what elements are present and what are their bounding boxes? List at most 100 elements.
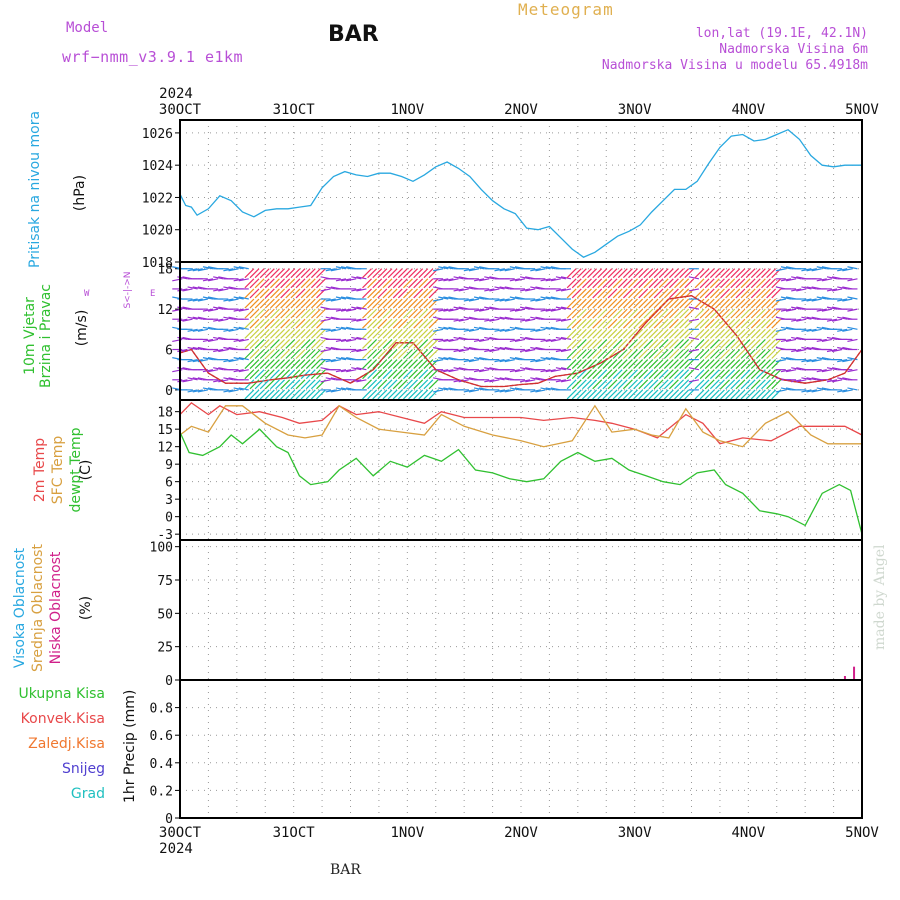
wind-barb <box>443 266 454 270</box>
wind-barb <box>576 389 587 400</box>
wind-barb <box>617 268 628 279</box>
wind-barb <box>372 268 383 279</box>
wind-barb <box>473 278 485 282</box>
wind-barb <box>382 318 393 329</box>
wind-barb <box>715 288 725 299</box>
wind-barb <box>617 338 628 349</box>
wind-barb <box>453 276 464 280</box>
wind-barb <box>443 278 454 282</box>
wind-barb <box>254 328 265 339</box>
wind-barb <box>555 288 567 292</box>
wind-barb <box>715 338 725 349</box>
wind-barb <box>387 278 398 289</box>
wind-barb <box>275 298 285 309</box>
wind-barb <box>576 379 587 390</box>
wind-barb <box>300 278 311 289</box>
wind-barb <box>709 308 720 319</box>
wind-barb <box>280 369 291 380</box>
wind-barb <box>202 338 214 343</box>
wind-barb <box>617 379 628 390</box>
wind-barb <box>295 359 306 370</box>
wind-barb <box>550 278 561 282</box>
wind-barb <box>555 367 567 371</box>
wind-barb <box>207 278 219 282</box>
precip-snow-label: Snijeg <box>61 761 105 777</box>
wind-barb <box>382 298 393 309</box>
wind-barb <box>423 278 434 289</box>
wind-barb <box>367 308 378 319</box>
wind-barb <box>285 268 296 279</box>
wind-barb <box>202 266 214 270</box>
wind-barb <box>499 346 510 351</box>
wind-barb <box>791 318 802 322</box>
wind-barb <box>653 268 664 279</box>
wind-barb <box>669 278 679 289</box>
wind-barb <box>847 369 858 373</box>
wind-barb <box>382 359 393 370</box>
wind-barb <box>653 308 664 319</box>
wind-barb <box>362 308 372 319</box>
wind-barb <box>674 318 684 329</box>
wind-barb <box>473 296 485 300</box>
wind-barb <box>535 298 546 302</box>
wind-barb <box>566 288 577 299</box>
wind-barb <box>735 288 746 299</box>
wind-barb <box>202 278 214 282</box>
wind-barb <box>735 278 746 289</box>
wind-barb <box>423 308 434 319</box>
wind-barb <box>669 298 679 309</box>
wind-barb <box>653 338 664 349</box>
wind-barb <box>453 367 464 371</box>
wind-barb <box>761 338 771 349</box>
wind-barb <box>290 298 301 309</box>
wind-barb <box>704 328 715 339</box>
wind-barb <box>842 389 853 393</box>
wind-barb <box>310 318 321 329</box>
wind-barb <box>392 278 403 289</box>
wind-barb <box>785 278 797 282</box>
wind-barb <box>259 338 270 349</box>
wind-barb <box>669 389 679 400</box>
wind-barb <box>791 367 802 371</box>
wind-barb <box>473 338 485 343</box>
wind-barb <box>463 328 474 332</box>
wind-barb <box>418 308 429 319</box>
wind-barb <box>305 349 316 359</box>
wind-barb <box>254 379 265 390</box>
wind-barb <box>780 338 792 343</box>
wind-barb <box>831 288 843 292</box>
wind-barb <box>801 377 812 381</box>
wind-barb <box>443 369 454 373</box>
wind-barb <box>720 338 731 349</box>
wind-barb <box>392 379 403 390</box>
wind-barb <box>555 379 567 383</box>
wind-barb <box>750 268 761 279</box>
wind-barb <box>663 298 674 309</box>
wind-barb <box>192 316 203 320</box>
wind-barb <box>821 308 832 312</box>
wind-barb <box>709 338 720 349</box>
wind-barb <box>484 379 495 383</box>
wind-barb <box>387 318 398 329</box>
wind-barb <box>540 326 551 330</box>
wind-barb <box>592 389 603 400</box>
wind-barb <box>413 298 424 309</box>
wind-barb <box>704 278 715 289</box>
wind-barb <box>244 308 255 319</box>
wind-barb <box>233 369 244 373</box>
wind-barb <box>392 298 403 309</box>
wind-barb <box>367 298 378 309</box>
wind-barb <box>443 387 454 391</box>
wind-barb <box>745 389 756 400</box>
wind-barb <box>494 268 505 272</box>
wind-barb <box>367 369 378 380</box>
wind-barb <box>489 379 500 383</box>
wind-barb <box>489 348 500 353</box>
wind-barb <box>796 318 807 322</box>
wind-barb <box>688 306 700 310</box>
wind-barb <box>740 298 751 309</box>
wind-barb <box>423 328 434 339</box>
wind-barb <box>494 298 505 302</box>
wind-barb <box>249 349 260 359</box>
wind-barb <box>187 286 198 290</box>
